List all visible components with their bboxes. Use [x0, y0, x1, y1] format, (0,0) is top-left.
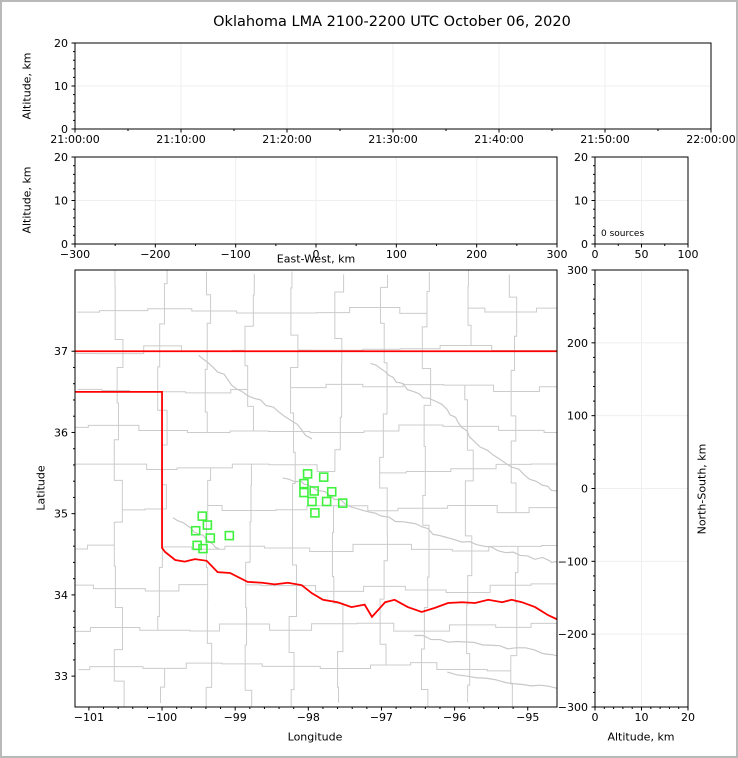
ns-panel-xlabel: Altitude, km	[607, 730, 675, 744]
map-xlabel: Longitude	[287, 730, 343, 744]
svg-text:0: 0	[581, 238, 588, 251]
sources-count-annotation: 0 sources	[601, 229, 645, 239]
svg-text:0: 0	[592, 711, 599, 724]
svg-text:200: 200	[567, 337, 588, 350]
svg-text:21:40:00: 21:40:00	[474, 133, 523, 146]
lma-station-marker	[309, 486, 319, 496]
svg-text:−99: −99	[224, 711, 247, 724]
svg-text:−101: −101	[74, 711, 104, 724]
svg-text:0: 0	[581, 483, 588, 496]
lma-station-marker	[202, 520, 213, 530]
svg-text:0: 0	[592, 248, 599, 261]
svg-text:300: 300	[567, 264, 588, 277]
svg-text:0: 0	[61, 238, 68, 251]
svg-text:10: 10	[635, 711, 649, 724]
svg-text:20: 20	[574, 151, 588, 164]
lma-station-marker	[198, 543, 208, 554]
svg-text:−100: −100	[558, 555, 588, 568]
lma-station-marker	[190, 525, 201, 536]
time-panel-ylabel: Altitude, km	[20, 52, 34, 120]
svg-text:200: 200	[466, 248, 487, 261]
svg-text:20: 20	[54, 37, 68, 50]
svg-text:21:20:00: 21:20:00	[262, 133, 311, 146]
svg-text:−95: −95	[516, 711, 539, 724]
svg-text:100: 100	[567, 410, 588, 423]
svg-text:10: 10	[574, 195, 588, 208]
svg-text:21:50:00: 21:50:00	[580, 133, 629, 146]
river-line	[282, 477, 557, 564]
lma-station-marker	[321, 496, 332, 507]
map-ylabel: Latitude	[34, 465, 48, 511]
lma-station-marker	[205, 533, 216, 543]
state-border-line	[75, 390, 557, 621]
svg-text:100: 100	[386, 248, 407, 261]
svg-text:100: 100	[678, 248, 699, 261]
svg-text:21:30:00: 21:30:00	[368, 133, 417, 146]
lma-station-marker	[310, 508, 320, 518]
panel-northsouth-altitude: 0 10 20 −300 −200 −100 0 100 200 300	[558, 264, 695, 724]
river-line	[447, 671, 557, 689]
svg-text:300: 300	[547, 248, 568, 261]
river-line	[414, 634, 557, 657]
svg-text:10: 10	[54, 195, 68, 208]
figure-title: Oklahoma LMA 2100-2200 UTC October 06, 2…	[213, 14, 571, 30]
lma-station-marker	[302, 469, 313, 479]
svg-text:−98: −98	[297, 711, 320, 724]
svg-text:33: 33	[54, 670, 68, 683]
lma-station-marker	[224, 530, 235, 541]
panel-plan-view: −101 −100 −99 −98 −97 −96 −95 33 34 35 36 37	[54, 269, 558, 724]
lma-stations	[190, 469, 348, 554]
county-boundaries	[75, 270, 557, 707]
svg-text:−300: −300	[60, 248, 90, 261]
svg-text:36: 36	[54, 426, 68, 439]
svg-text:21:00:00: 21:00:00	[50, 133, 99, 146]
svg-text:22:00:00: 22:00:00	[686, 133, 735, 146]
lma-station-marker	[307, 496, 317, 507]
lma-station-marker	[197, 511, 208, 521]
svg-text:0: 0	[313, 248, 320, 261]
lma-station-marker	[299, 487, 309, 498]
ew-panel-ylabel: Altitude, km	[20, 166, 34, 234]
svg-text:21:10:00: 21:10:00	[156, 133, 205, 146]
svg-text:35: 35	[54, 508, 68, 521]
river-lines	[172, 354, 557, 689]
river-line	[198, 354, 313, 440]
svg-text:−96: −96	[443, 711, 466, 724]
svg-text:−200: −200	[140, 248, 170, 261]
svg-text:34: 34	[54, 589, 68, 602]
svg-text:37: 37	[54, 345, 68, 358]
axes-frame-plan-view	[74, 269, 558, 708]
lma-station-marker	[337, 498, 348, 508]
svg-text:−97: −97	[370, 711, 393, 724]
panel-time-altitude: 21:00:00 21:10:00 21:20:00 21:30:00 21:40:00…	[50, 37, 735, 146]
svg-text:20: 20	[681, 711, 695, 724]
river-line	[370, 362, 557, 492]
svg-text:−200: −200	[558, 628, 588, 641]
svg-text:10: 10	[54, 80, 68, 93]
svg-text:−100: −100	[221, 248, 251, 261]
lma-station-marker	[318, 472, 329, 482]
panel-altitude-histogram: 0 50 100 0 10 20	[574, 151, 699, 261]
svg-text:−300: −300	[558, 701, 588, 714]
svg-text:50: 50	[635, 248, 649, 261]
lma-station-marker	[326, 486, 337, 497]
panel-eastwest-altitude: −300 −200 −100 0 100 200 300 0 10 20	[54, 151, 568, 261]
ns-panel-ylabel: North-South, km	[695, 443, 709, 535]
svg-text:−100: −100	[147, 711, 177, 724]
state-border	[75, 350, 557, 621]
lma-station-marker	[299, 478, 309, 489]
svg-text:20: 20	[54, 151, 68, 164]
ew-panel-xlabel: East-West, km	[276, 252, 356, 266]
map-layers	[75, 270, 557, 707]
svg-text:0: 0	[61, 123, 68, 136]
